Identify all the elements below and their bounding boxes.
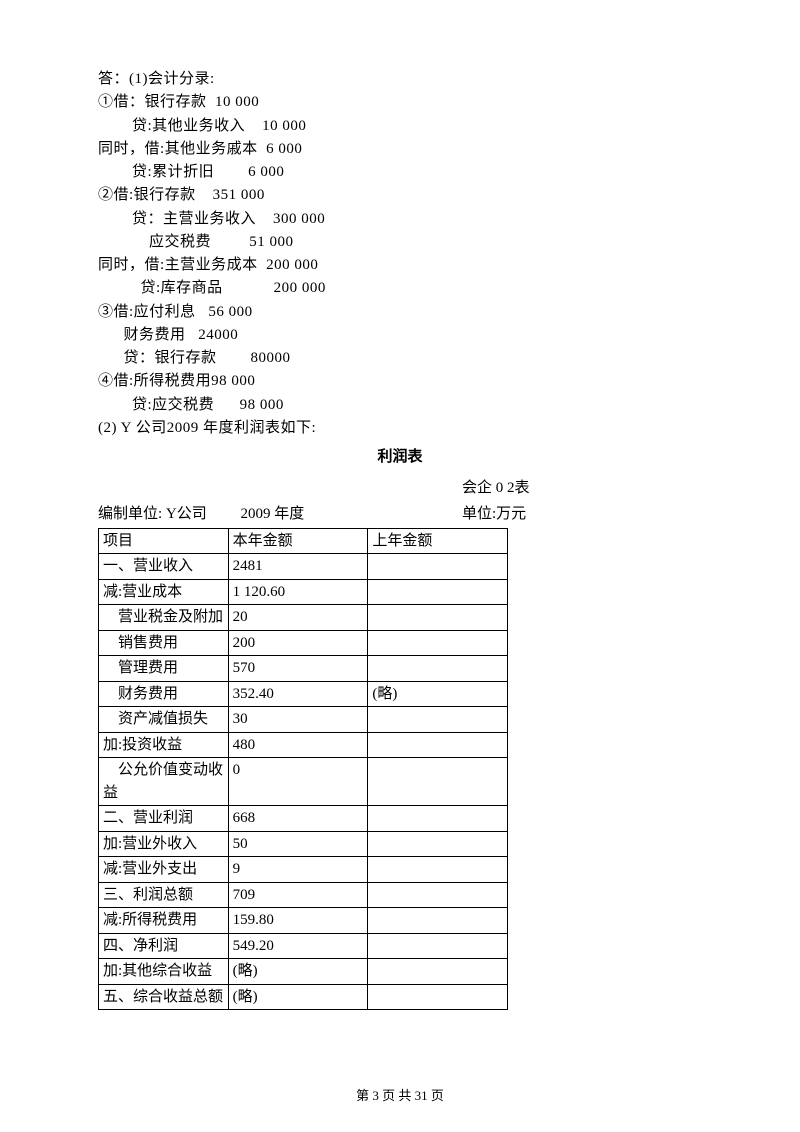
table-row: 公允价值变动收益0: [99, 758, 508, 806]
table-row: 减:营业外支出9: [99, 857, 508, 883]
table-row: 加:营业外收入50: [99, 831, 508, 857]
table-row: 销售费用200: [99, 630, 508, 656]
accounting-entries: 答：(1)会计分录: ①借：银行存款 10 000 贷:其他业务收入 10 00…: [98, 68, 702, 440]
table-row: 五、综合收益总额(略): [99, 984, 508, 1010]
table-header-cell: 项目: [99, 528, 229, 554]
table-cell: 二、营业利润: [99, 806, 229, 832]
table-cell: 减:营业成本: [99, 579, 229, 605]
entry-line: ①借：银行存款 10 000: [98, 91, 702, 114]
entry-line: ④借:所得税费用98 000: [98, 370, 702, 393]
table-cell: [368, 732, 508, 758]
table-cell: [368, 857, 508, 883]
table-cell: 1 120.60: [228, 579, 368, 605]
entry-line: (2) Y 公司2009 年度利润表如下:: [98, 417, 702, 440]
table-cell: 资产减值损失: [99, 707, 229, 733]
table-cell: 50: [228, 831, 368, 857]
table-cell: 30: [228, 707, 368, 733]
unit-label: 单位:万元: [462, 503, 702, 526]
table-cell: [368, 758, 508, 806]
table-cell: 709: [228, 882, 368, 908]
table-header-meta: 编制单位: Y公司 2009 年度 单位:万元: [98, 503, 702, 526]
table-row: 加:其他综合收益(略): [99, 959, 508, 985]
table-cell: 销售费用: [99, 630, 229, 656]
table-cell: [368, 554, 508, 580]
entry-line: 答：(1)会计分录:: [98, 68, 702, 91]
entry-line: 同时，借:其他业务戚本 6 000: [98, 138, 702, 161]
entry-line: ③借:应付利息 56 000: [98, 301, 702, 324]
table-cell: [368, 959, 508, 985]
table-cell: 570: [228, 656, 368, 682]
entry-line: 贷：银行存款 80000: [98, 347, 702, 370]
table-row: 加:投资收益480: [99, 732, 508, 758]
table-cell: 668: [228, 806, 368, 832]
table-cell: [368, 656, 508, 682]
table-cell: 159.80: [228, 908, 368, 934]
table-cell: 管理费用: [99, 656, 229, 682]
profit-table-title: 利润表: [98, 446, 702, 469]
table-cell: 加:其他综合收益: [99, 959, 229, 985]
table-row: 管理费用570: [99, 656, 508, 682]
table-cell: 财务费用: [99, 681, 229, 707]
table-cell: 营业税金及附加: [99, 605, 229, 631]
table-cell: [368, 933, 508, 959]
table-row: 二、营业利润668: [99, 806, 508, 832]
form-code: 会企 0 2表: [462, 477, 702, 500]
compiled-by: 编制单位: Y公司 2009 年度: [98, 503, 304, 526]
table-cell: 2481: [228, 554, 368, 580]
entry-line: 贷:应交税费 98 000: [98, 394, 702, 417]
table-header-meta: 会企 0 2表: [98, 477, 702, 500]
table-cell: 20: [228, 605, 368, 631]
table-header-cell: 上年金额: [368, 528, 508, 554]
entry-line: ②借:银行存款 351 000: [98, 184, 702, 207]
table-cell: 9: [228, 857, 368, 883]
table-row: 三、利润总额709: [99, 882, 508, 908]
table-cell: 480: [228, 732, 368, 758]
entry-line: 贷:库存商品 200 000: [98, 277, 702, 300]
table-row: 营业税金及附加20: [99, 605, 508, 631]
table-cell: [368, 984, 508, 1010]
table-cell: 200: [228, 630, 368, 656]
entry-line: 贷:其他业务收入 10 000: [98, 115, 702, 138]
table-cell: (略): [368, 681, 508, 707]
table-cell: [368, 707, 508, 733]
table-cell: 549.20: [228, 933, 368, 959]
table-cell: [368, 579, 508, 605]
table-cell: 0: [228, 758, 368, 806]
table-cell: [368, 605, 508, 631]
table-header-cell: 本年金额: [228, 528, 368, 554]
entry-line: 贷:累计折旧 6 000: [98, 161, 702, 184]
table-cell: 四、净利润: [99, 933, 229, 959]
table-cell: 五、综合收益总额: [99, 984, 229, 1010]
table-cell: [368, 882, 508, 908]
table-row: 四、净利润549.20: [99, 933, 508, 959]
profit-table: 项目本年金额上年金额一、营业收入2481减:营业成本1 120.60 营业税金及…: [98, 528, 508, 1011]
table-cell: 公允价值变动收益: [99, 758, 229, 806]
table-row: 资产减值损失30: [99, 707, 508, 733]
entry-line: 同时，借:主营业务成本 200 000: [98, 254, 702, 277]
page-footer: 第 3 页 共 31 页: [0, 1086, 800, 1106]
table-row: 财务费用352.40(略): [99, 681, 508, 707]
table-cell: 三、利润总额: [99, 882, 229, 908]
entry-line: 财务费用 24000: [98, 324, 702, 347]
table-cell: [368, 630, 508, 656]
table-cell: [368, 806, 508, 832]
table-cell: 一、营业收入: [99, 554, 229, 580]
table-cell: (略): [228, 984, 368, 1010]
table-cell: 减:营业外支出: [99, 857, 229, 883]
table-row: 一、营业收入2481: [99, 554, 508, 580]
table-cell: 减:所得税费用: [99, 908, 229, 934]
entry-line: 贷：主营业务收入 300 000: [98, 208, 702, 231]
table-cell: 加:投资收益: [99, 732, 229, 758]
entry-line: 应交税费 51 000: [98, 231, 702, 254]
table-cell: 352.40: [228, 681, 368, 707]
table-cell: [368, 908, 508, 934]
table-cell: (略): [228, 959, 368, 985]
table-row: 减:营业成本1 120.60: [99, 579, 508, 605]
table-cell: [368, 831, 508, 857]
table-cell: 加:营业外收入: [99, 831, 229, 857]
table-row: 减:所得税费用159.80: [99, 908, 508, 934]
